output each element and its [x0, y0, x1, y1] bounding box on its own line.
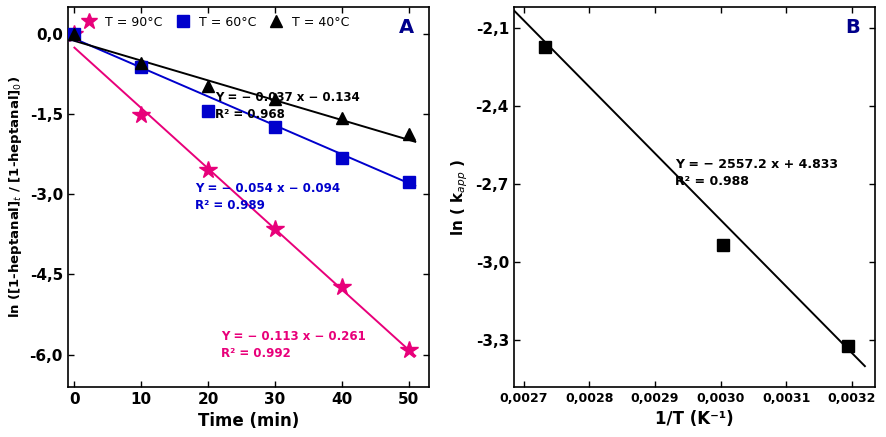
- Y-axis label: ln ([1-heptanal]$_t$ / [1-heptanal]$_0$): ln ([1-heptanal]$_t$ / [1-heptanal]$_0$): [7, 76, 24, 318]
- Text: Y = − 0.054 x − 0.094
R² = 0.989: Y = − 0.054 x − 0.094 R² = 0.989: [195, 182, 340, 212]
- Text: Y = − 0.113 x − 0.261
R² = 0.992: Y = − 0.113 x − 0.261 R² = 0.992: [222, 330, 366, 361]
- Text: B: B: [845, 18, 860, 37]
- X-axis label: 1/T (K⁻¹): 1/T (K⁻¹): [655, 410, 734, 428]
- Text: Y = − 2557.2 x + 4.833
R² = 0.988: Y = − 2557.2 x + 4.833 R² = 0.988: [674, 158, 837, 188]
- Y-axis label: ln ( k$_{app}$ ): ln ( k$_{app}$ ): [449, 158, 470, 236]
- Text: Y = − 0.037 x − 0.134
R² = 0.968: Y = − 0.037 x − 0.134 R² = 0.968: [214, 91, 360, 121]
- X-axis label: Time (min): Time (min): [198, 412, 299, 430]
- Legend: T = 90°C, T = 60°C, T = 40°C: T = 90°C, T = 60°C, T = 40°C: [74, 13, 353, 31]
- Text: A: A: [399, 18, 414, 37]
